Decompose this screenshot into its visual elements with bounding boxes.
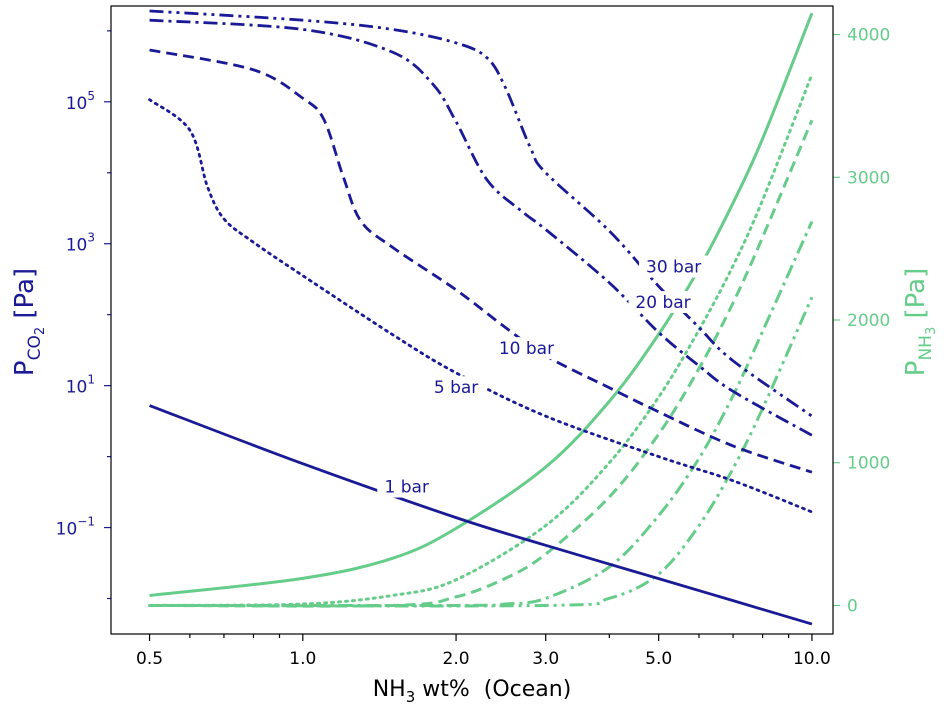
annotation-backing [639,255,709,278]
nh3-line-5-bar [148,73,814,607]
x-tick-label: 0.5 [136,649,163,669]
annotation-backing [377,475,437,498]
y-left-tick-label: 103 [66,231,95,256]
x-axis-label: NH3 wt% (Ocean) [373,677,572,706]
y-right-tick-label: 0 [847,596,858,616]
nh3-line-1-bar [149,12,814,597]
y-left-tick-label: 101 [66,373,95,398]
co2-line-20-bar [149,18,813,437]
y-axis-left-label: PCO2 [Pa] [10,268,48,376]
annotation-5-bar: 5 bar [434,378,478,398]
annotation-backing [628,291,698,314]
tick-layer: 0.5 1.0 2.0 3.0 5.0 10.0 10−1 101 103 105 0 1000 200… [56,26,891,669]
annotation-backing [426,376,486,399]
co2-line-30-bar [149,9,813,418]
nh3-line-10-bar [149,119,814,608]
x-tick-label: 5.0 [645,649,672,669]
series-layer [148,9,814,626]
annotation-layer: 1 bar 5 bar 10 bar 20 bar 30 bar [377,255,709,498]
y-axis-right-label: PNH3 [Pa] [901,268,939,376]
x-tick-label: 3.0 [532,649,559,669]
co2-line-1-bar [149,404,813,626]
annotation-10-bar: 10 bar [499,339,554,359]
y-right-tick-label: 1000 [847,454,890,474]
y-right-tick-label: 2000 [847,311,890,331]
x-tick-label: 1.0 [289,649,316,669]
nh3-line-30-bar [149,296,814,608]
y-left-tick-label: 105 [66,89,95,114]
annotation-1-bar: 1 bar [385,478,429,498]
annotation-30-bar: 30 bar [646,258,701,278]
nh3-line-20-bar [149,220,814,608]
co2-line-10-bar [149,48,813,474]
y-right-tick-label: 3000 [847,168,890,188]
y-left-tick-label: 10−1 [56,515,95,540]
co2-line-5-bar [148,98,814,514]
annotation-backing [491,337,562,360]
plot-frame [110,5,834,635]
y-right-tick-label: 4000 [847,26,890,46]
annotation-20-bar: 20 bar [635,293,690,313]
x-tick-label: 10.0 [793,649,831,669]
x-tick-label: 2.0 [443,649,470,669]
